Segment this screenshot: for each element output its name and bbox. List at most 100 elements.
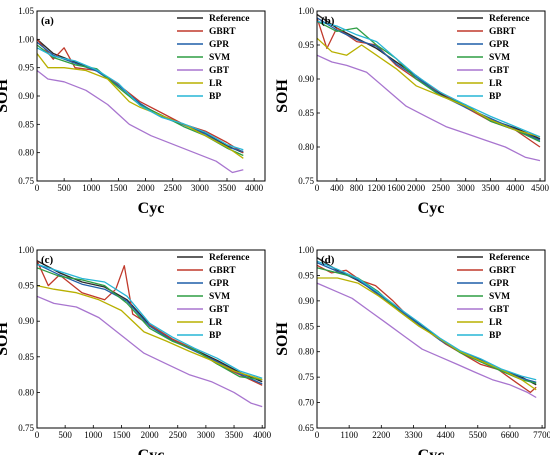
y-axis-title: SOH xyxy=(0,322,11,356)
x-tick-label: 3500 xyxy=(218,183,237,193)
plot-frame xyxy=(316,249,546,429)
y-tick-label: 0.95 xyxy=(18,63,34,73)
x-tick-label: 0 xyxy=(35,430,40,440)
x-tick-label: 3000 xyxy=(191,183,210,193)
legend-label-svm: SVM xyxy=(209,292,230,302)
plot-frame xyxy=(316,10,546,182)
series-line-bp xyxy=(36,47,244,151)
x-tick-label: 500 xyxy=(57,183,71,193)
legend-label-reference: Reference xyxy=(489,253,529,263)
series-line-lr xyxy=(316,37,541,138)
series-line-bp xyxy=(316,20,541,138)
plot-frame xyxy=(36,249,266,429)
x-tick-label: 1200 xyxy=(367,183,386,193)
legend-label-bp: BP xyxy=(489,331,501,341)
x-tick-label: 5500 xyxy=(469,430,488,440)
panel-c: 0 500 1000 1500 2000 2500 3000 3500 4000 0.75 0.80… xyxy=(0,245,272,455)
x-tick-label: 4500 xyxy=(531,183,550,193)
series-line-gpr xyxy=(36,263,263,385)
x-tick-label: 400 xyxy=(330,183,344,193)
y-axis-title: SOH xyxy=(274,322,291,356)
legend-label-gbt: GBT xyxy=(209,66,230,76)
series-line-gbrt xyxy=(36,38,244,154)
legend-label-gbt: GBT xyxy=(489,305,510,315)
x-tick-label: 1000 xyxy=(82,183,101,193)
legend-label-reference: Reference xyxy=(489,14,529,24)
y-tick-label: 0.80 xyxy=(18,387,34,397)
x-tick-label: 4000 xyxy=(253,430,272,440)
x-tick-label: 500 xyxy=(58,430,72,440)
x-tick-label: 0 xyxy=(35,183,40,193)
y-tick-label: 0.65 xyxy=(298,423,314,433)
legend-label-svm: SVM xyxy=(209,53,230,63)
x-tick-label: 1600 xyxy=(387,183,406,193)
legend-label-svm: SVM xyxy=(489,292,510,302)
x-tick-label: 2000 xyxy=(137,183,156,193)
legend-label-gpr: GPR xyxy=(209,40,229,50)
y-tick-label: 1.00 xyxy=(298,245,314,255)
series-line-gbt xyxy=(36,295,263,408)
legend-label-reference: Reference xyxy=(209,253,249,263)
series-line-gpr xyxy=(36,41,244,153)
panel-label: (a) xyxy=(41,15,54,27)
series-line-bp xyxy=(316,260,537,381)
legend-label-bp: BP xyxy=(209,92,221,102)
x-axis-title: Cyc xyxy=(138,200,165,217)
series-line-gbt xyxy=(316,54,541,162)
legend-label-gbt: GBT xyxy=(489,66,510,76)
y-tick-label: 0.85 xyxy=(18,119,34,129)
x-tick-label: 2000 xyxy=(407,183,426,193)
x-tick-label: 1500 xyxy=(109,183,128,193)
x-tick-label: 2500 xyxy=(164,183,183,193)
y-tick-label: 0.90 xyxy=(18,91,34,101)
legend-label-gpr: GPR xyxy=(489,279,509,289)
series-line-gbt xyxy=(36,69,244,174)
legend-label-gbrt: GBRT xyxy=(209,266,236,276)
y-tick-label: 0.85 xyxy=(298,321,314,331)
y-tick-label: 0.95 xyxy=(298,40,314,50)
x-tick-label: 1000 xyxy=(84,430,103,440)
x-tick-label: 6600 xyxy=(501,430,520,440)
series-line-lr xyxy=(36,53,244,159)
legend-label-bp: BP xyxy=(489,92,501,102)
y-tick-label: 0.75 xyxy=(298,176,314,186)
x-tick-label: 1500 xyxy=(112,430,131,440)
x-tick-label: 0 xyxy=(315,430,320,440)
x-tick-label: 1100 xyxy=(340,430,358,440)
y-tick-label: 0.75 xyxy=(18,423,34,433)
y-tick-label: 0.75 xyxy=(298,372,314,382)
y-tick-label: 0.75 xyxy=(18,176,34,186)
legend-label-gpr: GPR xyxy=(209,279,229,289)
y-tick-label: 0.95 xyxy=(18,281,34,291)
series-line-svm xyxy=(316,20,541,143)
y-tick-label: 0.85 xyxy=(18,352,34,362)
legend-label-svm: SVM xyxy=(489,53,510,63)
legend-label-lr: LR xyxy=(209,318,222,328)
x-tick-label: 4000 xyxy=(506,183,525,193)
legend-label-lr: LR xyxy=(209,79,222,89)
x-axis-title: Cyc xyxy=(138,447,165,455)
y-tick-label: 0.90 xyxy=(298,74,314,84)
x-axis-title: Cyc xyxy=(418,447,445,455)
y-tick-label: 1.00 xyxy=(18,34,34,44)
y-tick-label: 1.00 xyxy=(18,245,34,255)
x-tick-label: 4400 xyxy=(437,430,456,440)
x-tick-label: 3500 xyxy=(481,183,500,193)
legend-label-gbt: GBT xyxy=(209,305,230,315)
y-axis-title: SOH xyxy=(0,79,11,113)
x-tick-label: 2500 xyxy=(169,430,188,440)
series-line-gpr xyxy=(316,17,541,141)
x-tick-label: 2000 xyxy=(141,430,160,440)
y-tick-label: 0.85 xyxy=(298,108,314,118)
panel-label: (d) xyxy=(321,254,335,266)
y-tick-label: 0.70 xyxy=(298,398,314,408)
x-tick-label: 3000 xyxy=(457,183,476,193)
y-tick-label: 0.80 xyxy=(298,142,314,152)
y-axis-title: SOH xyxy=(274,79,291,113)
series-line-lr xyxy=(36,284,263,381)
panel-a: 0 500 1000 1500 2000 2500 3000 3500 4000 0.75 0.80… xyxy=(0,6,266,217)
legend-label-gbrt: GBRT xyxy=(209,27,236,37)
y-tick-label: 0.95 xyxy=(298,270,314,280)
y-tick-label: 1.05 xyxy=(18,6,34,16)
panel-label: (b) xyxy=(321,15,335,27)
